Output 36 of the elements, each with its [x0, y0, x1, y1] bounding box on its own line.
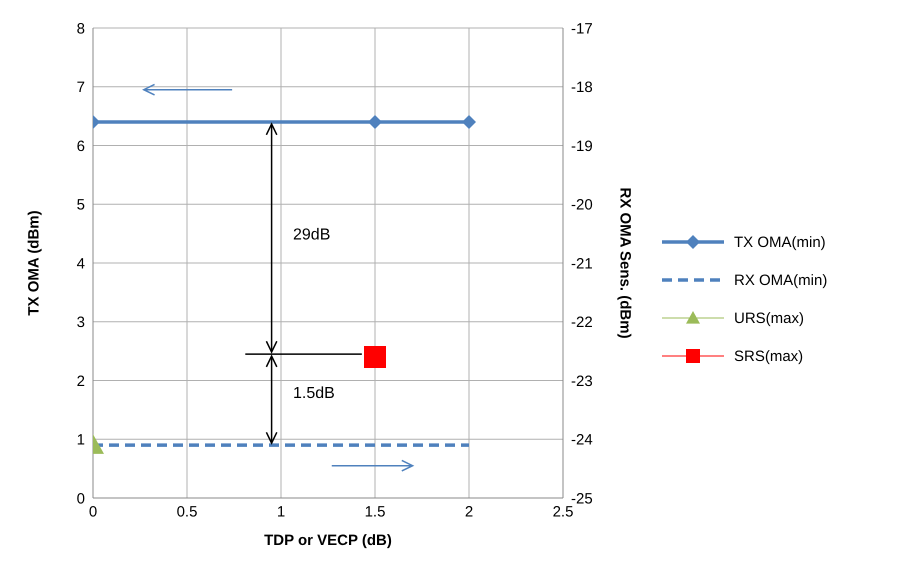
y2-tick-label: -18	[571, 79, 593, 96]
y-axis-title: TX OMA (dBm)	[25, 210, 42, 316]
y2-tick-label: -20	[571, 196, 593, 214]
y2-tick-label: -22	[571, 314, 593, 332]
x-tick-label: 1.5	[364, 504, 386, 521]
y2-tick-label: -21	[571, 255, 593, 272]
y2-axis-title: RX OMA Sens. (dBm)	[616, 187, 634, 339]
y-tick-label: 5	[76, 196, 85, 214]
annotation: 29dB	[293, 226, 330, 244]
legend-label: SRS(max)	[734, 348, 804, 364]
point	[364, 346, 386, 368]
y2-tick-label: -23	[571, 372, 593, 390]
legend-label: TX OMA(min)	[734, 234, 826, 250]
y-tick-label: 6	[76, 138, 85, 155]
y2-tick-label: -17	[571, 20, 593, 38]
y-tick-label: 1	[76, 432, 85, 449]
y2-tick-label: -19	[571, 138, 593, 155]
y-tick-label: 8	[76, 20, 85, 38]
y-tick-label: 3	[76, 314, 85, 332]
point	[368, 115, 382, 129]
point	[462, 115, 476, 129]
x-tick-label: 1	[276, 504, 286, 521]
x-tick-label: 2.5	[552, 504, 574, 521]
x-tick-label: 0.5	[176, 504, 198, 521]
x-tick-label: 0	[88, 504, 98, 521]
y-tick-label: 4	[76, 255, 85, 272]
y-tick-label: 7	[76, 79, 85, 96]
y-tick-label: 2	[76, 372, 85, 390]
x-tick-label: 2	[464, 504, 474, 521]
legend-label: RX OMA(min)	[734, 272, 828, 288]
x-axis-title: TDP or VECP (dB)	[264, 532, 392, 549]
y2-tick-label: -24	[571, 432, 593, 449]
y-tick-label: 0	[76, 490, 85, 508]
annotation: 1.5dB	[293, 385, 335, 402]
legend-label: URS(max)	[734, 310, 804, 326]
y2-tick-label: -25	[571, 490, 593, 508]
